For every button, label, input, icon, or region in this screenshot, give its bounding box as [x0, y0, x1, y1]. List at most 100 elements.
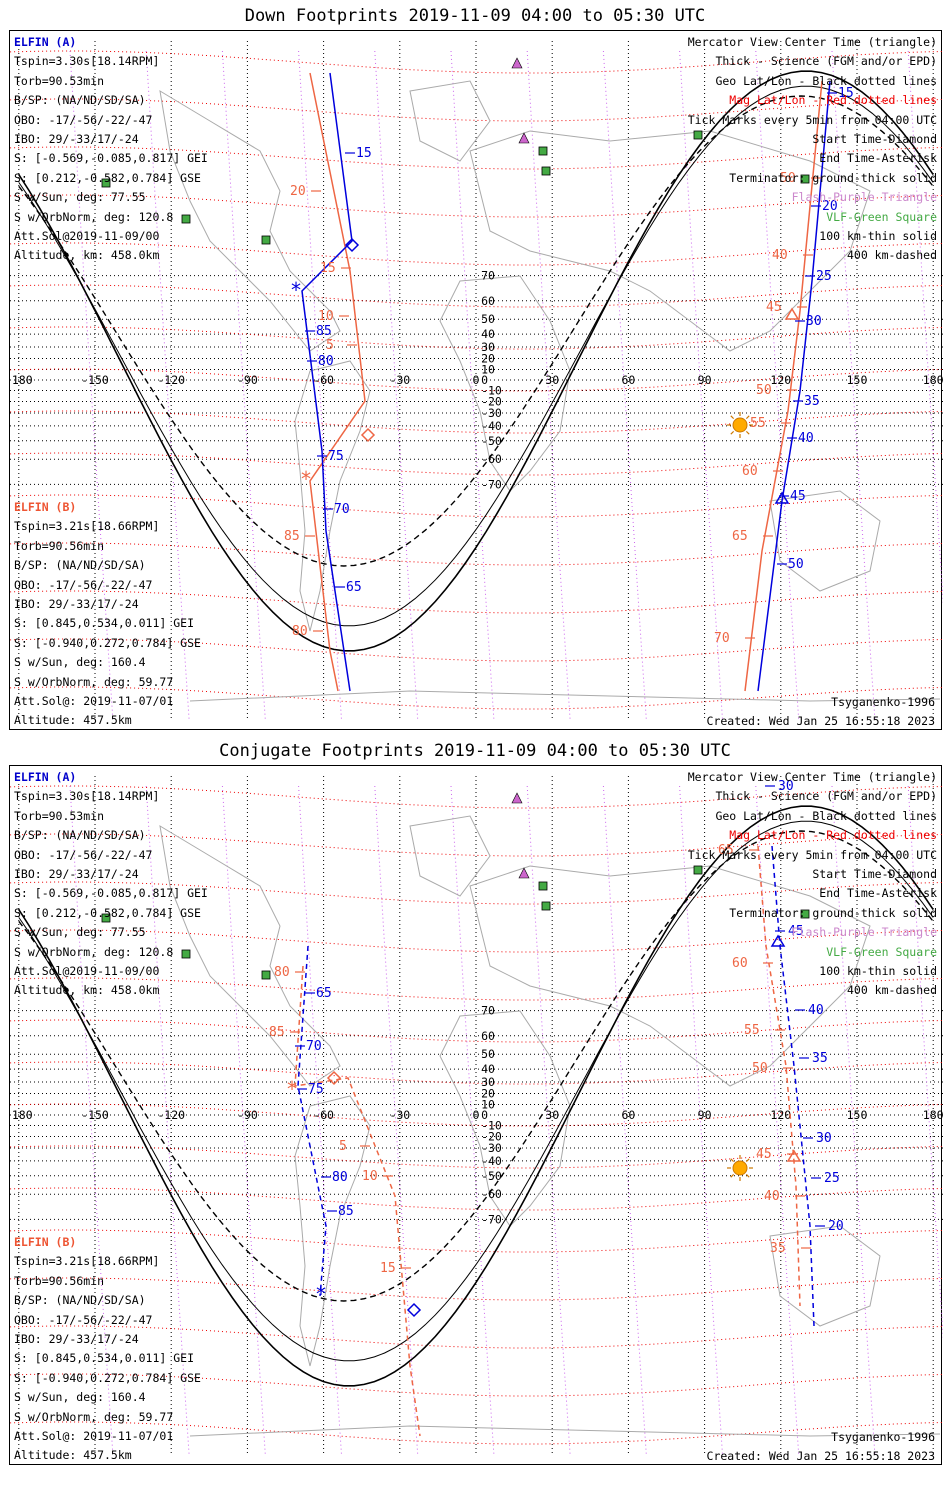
elfin-b-east-tick-label: 65: [732, 529, 748, 544]
elfin-a-west-tick-label: 70: [334, 502, 350, 517]
mag-parallel: [10, 686, 943, 710]
lat-label: 10: [481, 362, 495, 376]
legend-entry: Start Time-Diamond: [812, 132, 937, 147]
elfin-b-east-tick-label: 50: [756, 383, 772, 398]
map-panel-down: -180-150-120-90-60-300306090120150180706…: [9, 30, 943, 730]
elfin-a-track-east: [771, 845, 815, 1327]
elfin-a-track-west: [301, 72, 353, 692]
legend-entry: VLF-Green Square: [826, 944, 937, 959]
vlf-square-marker: [800, 174, 810, 184]
satellite-tracks: 65 70 75 80 85 80 85 5 10 15 30 45 40 35 30 25 20 65 60 55 5…: [269, 779, 844, 1437]
elfin-a-info-line: IBO: 29/-33/17/-24: [14, 132, 139, 147]
elfin-b-east-tick-label: 55: [744, 1023, 760, 1038]
center-triangle: [770, 934, 786, 947]
mag-parallel: [10, 638, 943, 662]
elfin-b-info-line: B/SP: (NA/ND/SD/SA): [14, 1293, 146, 1308]
legend-entry: Flash-Purple Triangle: [791, 190, 937, 205]
lon-label: -60: [313, 1108, 334, 1122]
elfin-a-info-line: S: [-0.569,-0.085,0.817] GEI: [14, 886, 208, 901]
coastline: [409, 815, 491, 897]
lat-label: 30: [481, 1075, 495, 1089]
footprint-map: -180-150-120-90-60-300306090120150180706…: [10, 41, 943, 722]
end-asterisk: *: [300, 467, 312, 491]
elfin-b-info-line: Tspin=3.21s[18.66RPM]: [14, 1254, 160, 1269]
mag-parallel: [10, 1061, 943, 1085]
elfin-a-east-tick-label: 20: [822, 199, 838, 214]
lon-label: -60: [313, 373, 334, 387]
lat-label: -10: [481, 384, 502, 398]
terminator-400km: [18, 95, 934, 567]
lat-label: 20: [481, 352, 495, 366]
lon-label: 120: [770, 1108, 791, 1122]
elfin-a-info-line: S w/OrbNorm, deg: 120.8: [14, 944, 174, 959]
end-asterisk: *: [290, 278, 302, 302]
elfin-b-west-tick-label: 10: [362, 1169, 378, 1184]
elfin-a-west-tick-label: 75: [328, 449, 344, 464]
flash-triangle-marker: [518, 867, 530, 879]
elfin-b-east-tick-label: 70: [714, 631, 730, 646]
legend-entry: 100 km-thin solid: [819, 964, 937, 979]
lon-label: 30: [545, 373, 559, 387]
elfin-a-east-tick-label: 35: [804, 394, 820, 409]
legend-entry: 100 km-thin solid: [819, 229, 937, 244]
legend-entry: Flash-Purple Triangle: [791, 925, 937, 940]
geo-grid: [10, 41, 943, 721]
legend-entry: Thick - Science (FGM and/or EPD): [715, 54, 937, 69]
coastline: [294, 360, 371, 632]
lat-label: 60: [481, 1029, 495, 1043]
elfin-b-west-tick-label: 5: [339, 1139, 347, 1154]
elfin-a-info-line: Att.Sol@2019-11-09/00: [14, 229, 160, 244]
elfin-b-info-line: IBO: 29/-33/17/-24: [14, 597, 139, 612]
legend-entry: Geo Lat/Lon - Black dotted lines: [715, 73, 937, 88]
coastlines: [159, 815, 941, 1437]
elfin-a-east-tick-label: 45: [788, 924, 804, 939]
legend-entry: Start Time-Diamond: [812, 867, 937, 882]
lat-label: 20: [481, 1087, 495, 1101]
vlf-square-marker: [101, 913, 111, 923]
map-panel-conjugate: -180-150-120-90-60-300306090120150180706…: [9, 765, 943, 1465]
legend-entry: Terminator: ground-thick solid: [729, 905, 937, 920]
legend-entry: Terminator: ground-thick solid: [729, 170, 937, 185]
mag-parallel: [10, 242, 943, 266]
elfin-a-east-tick-label: 35: [812, 1051, 828, 1066]
vlf-square-marker: [181, 949, 191, 959]
elfin-b-east-tick-label: 45: [756, 1147, 772, 1162]
lat-label: -10: [481, 1119, 502, 1133]
start-diamond: [406, 1302, 422, 1318]
mag-parallel: [10, 1187, 943, 1211]
lat-label: 0: [481, 1108, 488, 1122]
mag-parallel: [10, 785, 943, 809]
mag-parallel: [10, 452, 943, 476]
mag-parallel: [10, 284, 943, 308]
legend-entry: 400 km-dashed: [846, 248, 937, 263]
created-timestamp: Created: Wed Jan 25 16:55:18 2023: [706, 1449, 935, 1463]
legend-entry: Mag Lat/Lon - Red dotted lines: [729, 93, 937, 108]
terminator-ground: [18, 70, 934, 652]
elfin-a-west-tick-label: 65: [316, 986, 332, 1001]
elfin-b-west-tick-label: 15: [380, 1261, 396, 1276]
lon-label: 90: [698, 1108, 712, 1122]
mag-parallel: [10, 326, 943, 350]
vlf-square-marker: [541, 901, 551, 911]
vlf-square-marker: [538, 146, 548, 156]
lat-label: -50: [481, 434, 502, 448]
elfin-b-info-line: B/SP: (NA/ND/SD/SA): [14, 558, 146, 573]
elfin-a-east-tick-label: 50: [788, 557, 804, 572]
legend-entry: Tick Marks every 5min from 04:00 UTC: [687, 112, 937, 127]
lon-label: -120: [157, 1108, 185, 1122]
lat-label: -20: [481, 1129, 502, 1143]
elfin-b-west-tick-label: 80: [292, 624, 308, 639]
axis-labels: -180 -150 -120 -90 -60 -30 0 30 60 90 120 150 180 70 6…: [10, 1004, 943, 1227]
flash-markers: [511, 792, 530, 879]
elfin-a-info-line: IBO: 29/-33/17/-24: [14, 867, 139, 882]
lon-label: -30: [389, 373, 410, 387]
mag-parallel: [10, 410, 943, 434]
elfin-a-track-west: [297, 945, 327, 1297]
elfin-a-info-line: B/SP: (NA/ND/SD/SA): [14, 93, 146, 108]
geo-grid: [10, 776, 943, 1456]
model-label: Tsyganenko-1996: [831, 1430, 935, 1444]
lat-label: 60: [481, 294, 495, 308]
map-legend: Mercator View Center Time (triangle) Thic…: [688, 33, 937, 266]
lat-label: 40: [481, 327, 495, 341]
legend-entry: Mercator View Center Time (triangle): [687, 770, 937, 784]
